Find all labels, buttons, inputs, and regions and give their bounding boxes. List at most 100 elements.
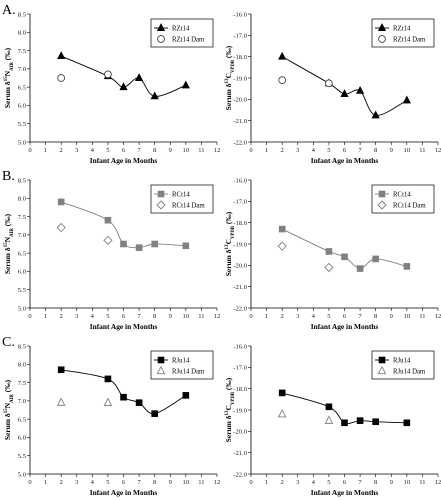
x-tick-label: 12 [214, 479, 221, 486]
x-tick-label: 6 [122, 147, 126, 154]
legend-marker [156, 23, 166, 32]
x-tick-label: 11 [419, 313, 425, 320]
x-tick-label: 7 [358, 313, 362, 320]
x-tick-label: 5 [106, 313, 110, 320]
legend: RCt14 RCt14 Dam [371, 184, 435, 214]
data-point [135, 399, 143, 406]
y-tick-label: 7.0 [18, 232, 27, 239]
x-axis-label: Infant Age in Months [90, 156, 158, 165]
x-tick-label: 1 [265, 313, 268, 320]
panel-letter: B. [2, 169, 15, 184]
y-tick-label: -17.0 [233, 365, 247, 372]
panel-letter: A. [2, 3, 16, 18]
data-point [150, 91, 159, 100]
data-point [341, 253, 348, 261]
legend-box [150, 350, 214, 380]
y-tick-label: 8.5 [18, 343, 27, 350]
legend: RJu14 RJu14 Dam [150, 350, 214, 380]
data-point [372, 418, 379, 426]
x-tick-label: 0 [28, 479, 32, 486]
y-tick-label: -18.0 [233, 386, 247, 393]
x-tick-label: 4 [91, 147, 95, 154]
data-point [56, 222, 66, 233]
data-point [134, 73, 144, 81]
data-point [135, 244, 143, 251]
x-tick-label: 10 [404, 147, 411, 154]
legend-marker [378, 356, 386, 364]
x-tick-label: 10 [404, 479, 411, 486]
x-tick-label: 12 [435, 479, 441, 486]
x-tick-label: 6 [122, 313, 126, 320]
data-point [278, 225, 286, 233]
legend-label: RZt14 Dam [172, 36, 205, 43]
data-point [120, 240, 127, 248]
x-tick-label: 6 [122, 479, 126, 486]
y-tick-label: -16.0 [233, 11, 247, 18]
y-tick-label: -21.0 [233, 284, 247, 291]
x-tick-label: 12 [435, 147, 441, 154]
y-tick-label: 7.5 [18, 380, 27, 387]
x-tick-label: 5 [327, 313, 331, 320]
x-tick-label: 9 [169, 147, 173, 154]
y-axis-label: Serum δ13CVPDB (‰) [224, 211, 236, 276]
y-tick-label: -18.0 [233, 220, 247, 227]
x-tick-label: 4 [312, 313, 316, 320]
y-tick-label: 6.5 [18, 416, 27, 423]
x-tick-label: 8 [153, 313, 157, 320]
x-tick-label: 2 [281, 313, 284, 320]
y-tick-label: -19.0 [233, 75, 247, 82]
legend-marker [157, 35, 165, 43]
series-line [282, 392, 407, 424]
x-tick-label: 1 [265, 479, 268, 486]
x-tick-label: 10 [404, 313, 411, 320]
y-tick-label: -20.0 [233, 429, 247, 436]
data-point [151, 410, 158, 417]
y-tick-label: 7.0 [18, 398, 27, 405]
x-tick-label: 8 [374, 479, 378, 486]
legend-marker [156, 200, 166, 210]
x-axis-label: Infant Age in Months [311, 488, 379, 497]
data-point [182, 242, 190, 250]
panel-letter: C. [2, 335, 15, 350]
x-tick-label: 11 [419, 479, 425, 486]
x-tick-label: 11 [198, 479, 204, 486]
chart-panel: A.5.05.56.06.57.07.58.08.50 1 2 3 4 5 6 7 8 9 10 11… [2, 3, 220, 165]
y-tick-label: 6.5 [18, 250, 27, 257]
data-point [182, 392, 190, 399]
x-tick-label: 0 [28, 313, 32, 320]
data-point [277, 241, 287, 251]
series-line [60, 55, 186, 97]
x-axis-label: Infant Age in Months [311, 156, 379, 165]
x-tick-label: 9 [390, 479, 394, 486]
y-tick-label: -16.0 [233, 177, 247, 184]
data-point [355, 85, 365, 94]
chart-panel: B.5.05.56.06.57.07.58.08.50 1 2 3 4 5 6 7 8 9 10 11… [2, 169, 220, 331]
legend-marker [378, 35, 386, 43]
y-tick-label: 6.0 [18, 103, 27, 110]
y-tick-label: -22.0 [233, 305, 247, 312]
y-tick-label: 5.0 [18, 305, 27, 312]
x-tick-label: 5 [327, 147, 331, 154]
legend: RCt14 RCt14 Dam [150, 184, 214, 214]
data-point [325, 403, 333, 411]
x-tick-label: 7 [137, 479, 141, 486]
y-tick-label: 7.5 [18, 48, 27, 55]
legend-label: RJu14 [172, 357, 190, 364]
x-tick-label: 9 [169, 479, 173, 486]
x-tick-label: 12 [214, 147, 221, 154]
legend: RZt14 RZt14 Dam [150, 18, 214, 48]
y-tick-label: 8.5 [18, 177, 27, 184]
x-tick-label: 1 [44, 147, 47, 154]
x-tick-label: 10 [183, 479, 190, 486]
data-point [278, 51, 287, 60]
x-tick-label: 0 [249, 147, 253, 154]
data-point [372, 255, 379, 263]
y-tick-label: -20.0 [233, 97, 247, 104]
x-tick-label: 0 [249, 479, 253, 486]
x-axis-label: Infant Age in Months [90, 488, 158, 497]
x-tick-label: 6 [343, 479, 347, 486]
x-tick-label: 8 [153, 479, 157, 486]
x-axis-label: Infant Age in Months [311, 322, 379, 331]
y-tick-label: -17.0 [233, 33, 247, 40]
